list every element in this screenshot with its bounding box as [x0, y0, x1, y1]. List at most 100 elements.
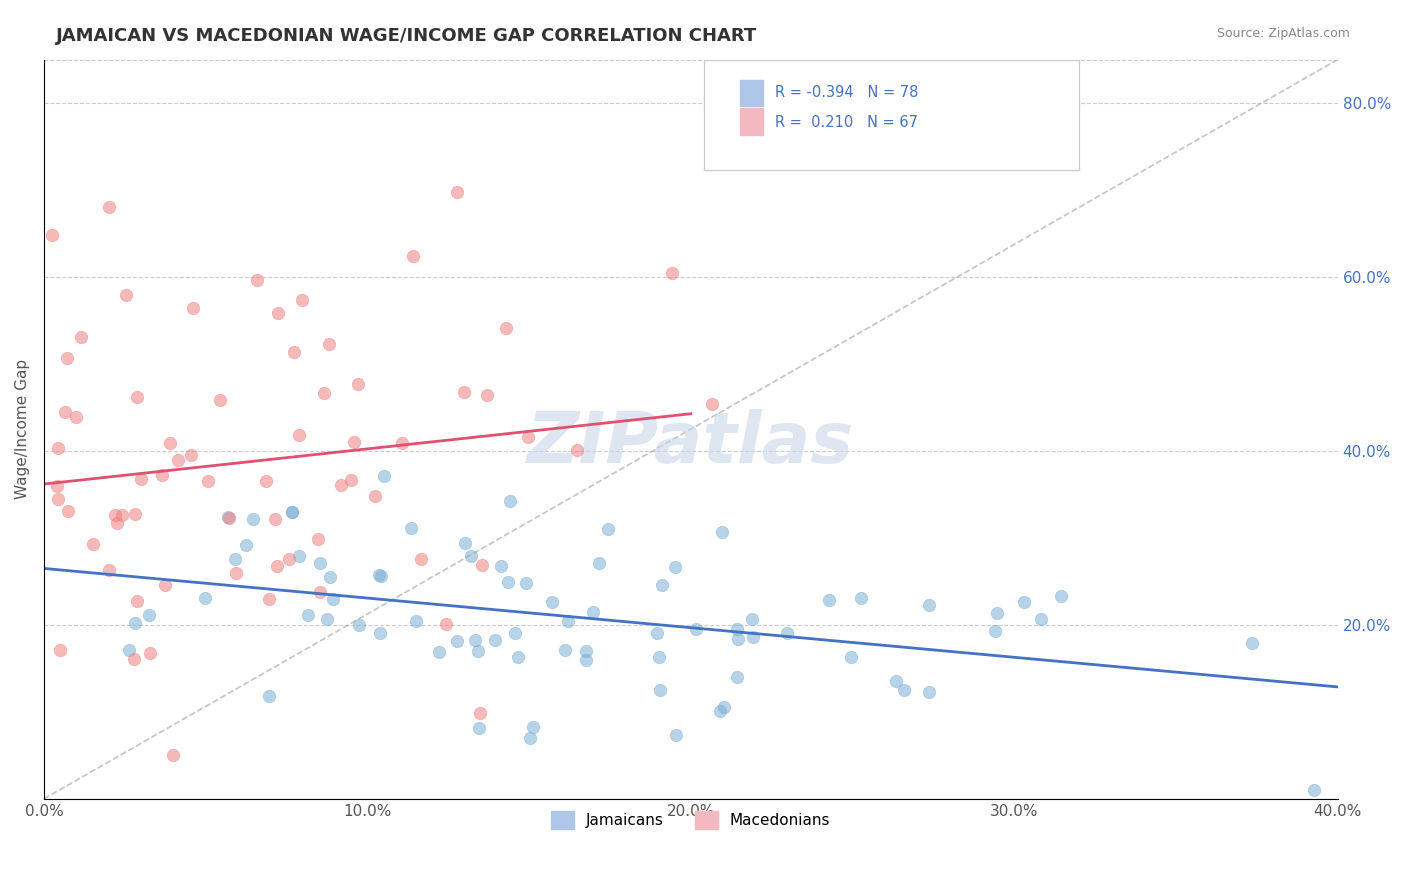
Jamaicans — [685, 622, 707, 636]
Jamaicans — [297, 608, 319, 623]
Jamaicans — [893, 683, 915, 698]
Jamaicans — [309, 556, 332, 570]
Macedonians — [477, 388, 499, 402]
Macedonians — [264, 511, 287, 525]
Jamaicans — [596, 522, 619, 536]
Macedonians — [363, 489, 385, 503]
FancyBboxPatch shape — [703, 60, 1078, 170]
Macedonians — [70, 330, 93, 344]
Jamaicans — [467, 644, 489, 658]
Jamaicans — [468, 721, 491, 735]
Jamaicans — [124, 616, 146, 631]
Macedonians — [124, 507, 146, 521]
Macedonians — [661, 266, 683, 280]
Macedonians — [318, 337, 340, 351]
Jamaicans — [138, 607, 160, 622]
Jamaicans — [839, 649, 862, 664]
FancyBboxPatch shape — [740, 79, 763, 106]
Macedonians — [97, 563, 120, 577]
Macedonians — [131, 472, 153, 486]
Jamaicans — [194, 591, 217, 605]
Jamaicans — [368, 626, 391, 640]
Macedonians — [82, 537, 104, 551]
Macedonians — [180, 449, 202, 463]
Jamaicans — [575, 653, 598, 667]
Macedonians — [41, 227, 63, 242]
Jamaicans — [727, 632, 749, 647]
Jamaicans — [1303, 783, 1326, 797]
Jamaicans — [725, 670, 748, 684]
Jamaicans — [651, 578, 673, 592]
Jamaicans — [401, 521, 423, 535]
Macedonians — [391, 436, 413, 450]
Macedonians — [343, 435, 366, 450]
Macedonians — [53, 405, 76, 419]
Jamaicans — [917, 685, 939, 699]
Macedonians — [266, 306, 288, 320]
Macedonians — [288, 427, 311, 442]
Jamaicans — [235, 538, 257, 552]
Jamaicans — [713, 700, 735, 714]
Jamaicans — [464, 633, 486, 648]
Macedonians — [470, 706, 492, 720]
Macedonians — [434, 617, 457, 632]
Text: R = -0.394   N = 78: R = -0.394 N = 78 — [775, 86, 918, 101]
Macedonians — [266, 559, 288, 574]
Jamaicans — [373, 468, 395, 483]
Macedonians — [218, 511, 240, 525]
Jamaicans — [118, 643, 141, 657]
Macedonians — [409, 552, 432, 566]
Jamaicans — [709, 704, 731, 718]
Macedonians — [153, 578, 176, 592]
Macedonians — [246, 273, 269, 287]
Jamaicans — [742, 631, 765, 645]
Macedonians — [167, 452, 190, 467]
Legend: Jamaicans, Macedonians: Jamaicans, Macedonians — [546, 805, 837, 836]
Y-axis label: Wage/Income Gap: Wage/Income Gap — [15, 359, 30, 500]
Jamaicans — [648, 683, 671, 698]
Macedonians — [104, 508, 127, 523]
Macedonians — [111, 508, 134, 523]
Macedonians — [702, 397, 724, 411]
Macedonians — [152, 467, 174, 482]
Macedonians — [46, 441, 69, 455]
Jamaicans — [522, 720, 544, 734]
Jamaicans — [224, 552, 246, 566]
Jamaicans — [884, 673, 907, 688]
Macedonians — [127, 593, 149, 607]
Jamaicans — [575, 644, 598, 658]
Jamaicans — [986, 607, 1008, 621]
Jamaicans — [217, 509, 239, 524]
Jamaicans — [288, 549, 311, 563]
Macedonians — [471, 558, 494, 572]
Jamaicans — [367, 568, 389, 582]
Jamaicans — [496, 575, 519, 590]
Macedonians — [278, 551, 301, 566]
Jamaicans — [427, 645, 450, 659]
Macedonians — [259, 592, 281, 607]
Jamaicans — [460, 549, 482, 563]
Macedonians — [127, 390, 149, 404]
FancyBboxPatch shape — [740, 109, 763, 135]
Macedonians — [291, 293, 314, 308]
Macedonians — [401, 249, 423, 263]
Jamaicans — [665, 727, 688, 741]
Macedonians — [46, 492, 69, 507]
Macedonians — [97, 201, 120, 215]
Jamaicans — [540, 595, 562, 609]
Jamaicans — [554, 643, 576, 657]
Text: Source: ZipAtlas.com: Source: ZipAtlas.com — [1216, 27, 1350, 40]
Macedonians — [309, 585, 332, 599]
Jamaicans — [1049, 589, 1071, 603]
Macedonians — [567, 442, 589, 457]
Jamaicans — [347, 617, 370, 632]
Macedonians — [181, 301, 204, 315]
Macedonians — [453, 385, 475, 400]
Macedonians — [339, 473, 361, 487]
Jamaicans — [508, 649, 530, 664]
Jamaicans — [257, 690, 280, 704]
Jamaicans — [316, 612, 339, 626]
Jamaicans — [489, 558, 512, 573]
Macedonians — [197, 475, 219, 489]
Jamaicans — [1029, 612, 1052, 626]
